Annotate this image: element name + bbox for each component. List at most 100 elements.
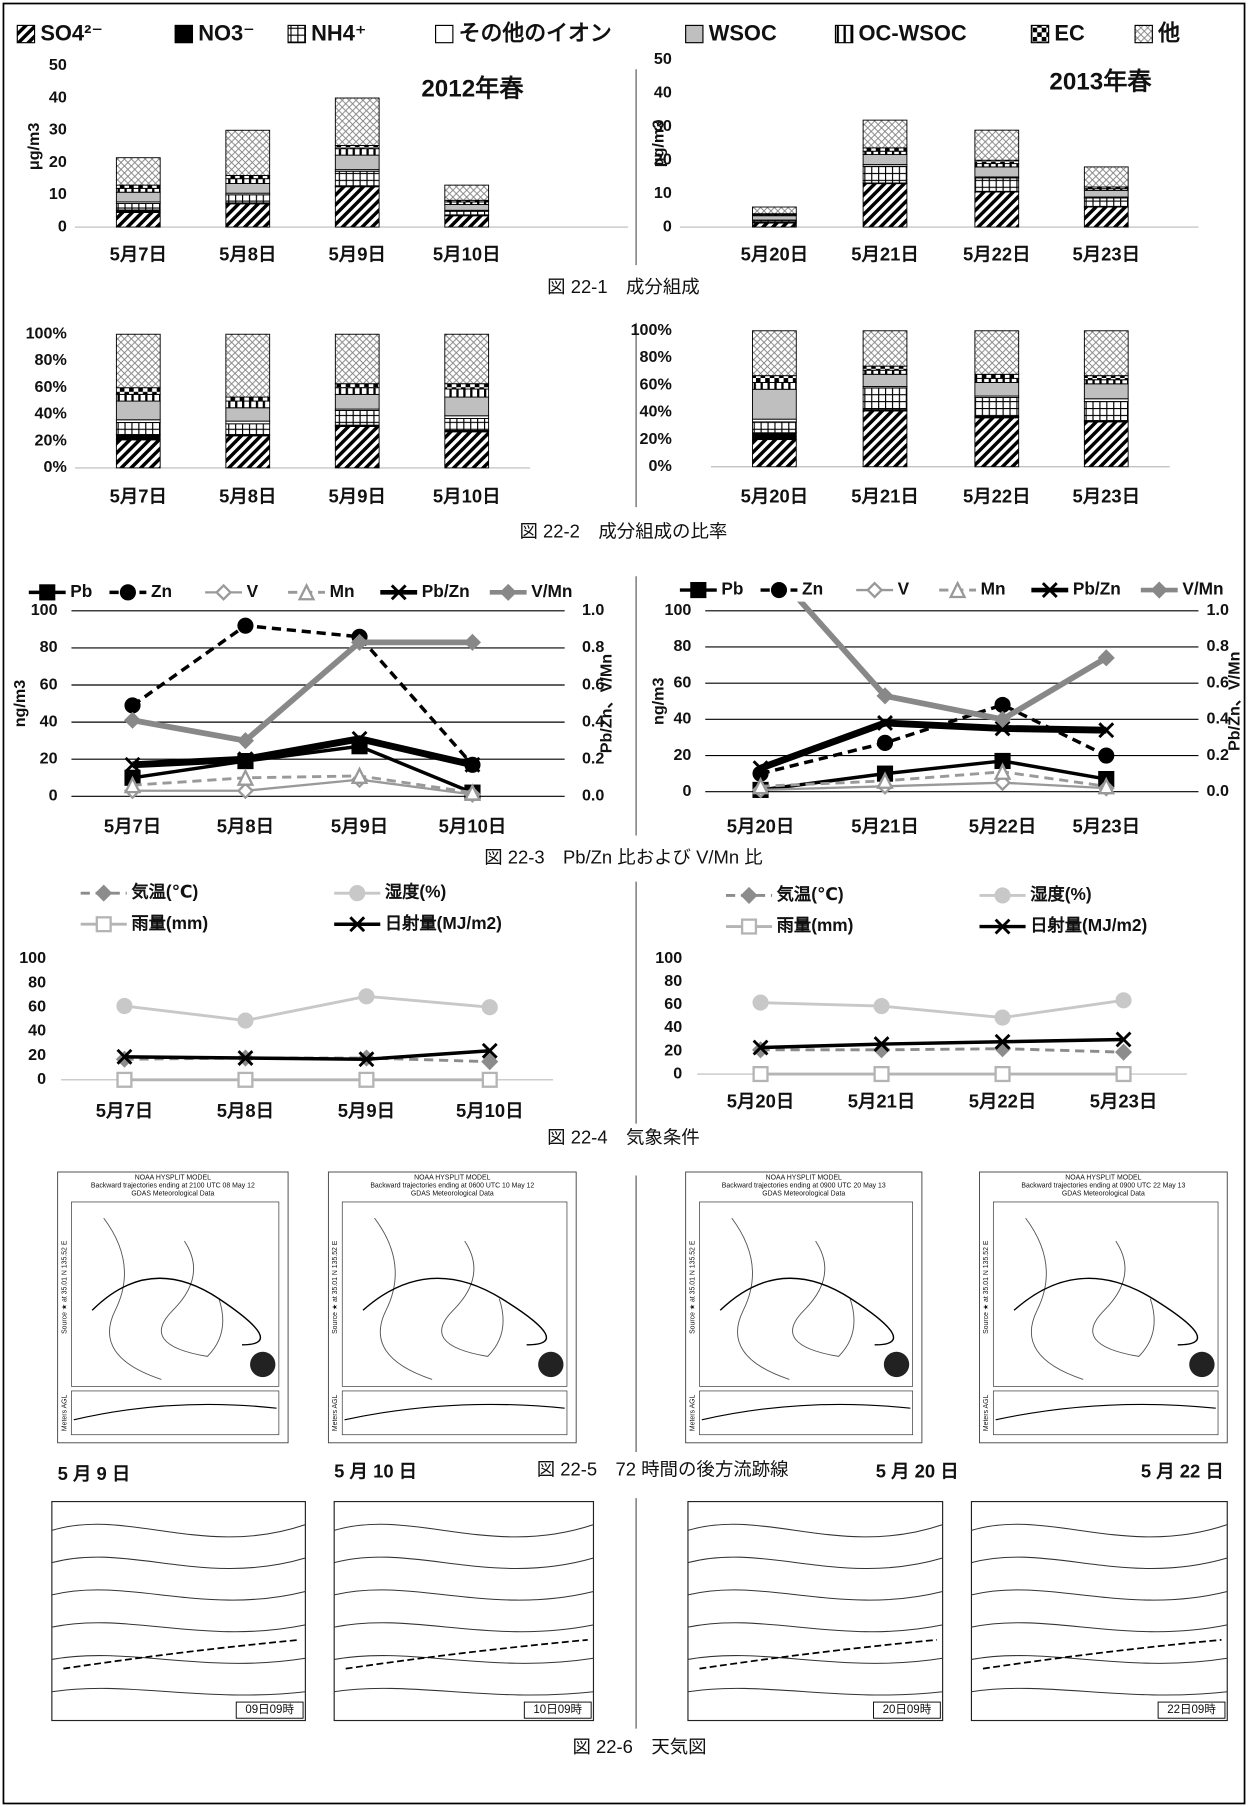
y-tick-label: 0 bbox=[673, 1064, 682, 1082]
bar-segment bbox=[226, 334, 270, 397]
trajectory-panel bbox=[58, 1172, 288, 1443]
bar-segment bbox=[335, 394, 379, 409]
legend-label: 雨量(mm) bbox=[131, 913, 208, 933]
y-tick-label: 40 bbox=[654, 84, 672, 102]
marker bbox=[754, 1043, 768, 1057]
marker bbox=[875, 999, 889, 1013]
marker bbox=[1152, 583, 1166, 597]
bar-segment bbox=[752, 422, 796, 433]
bar-segment bbox=[752, 216, 796, 220]
bar-segment bbox=[116, 440, 160, 468]
bar-segment bbox=[975, 130, 1019, 160]
bar-segment bbox=[116, 188, 160, 192]
y-tick-label: 0 bbox=[49, 787, 58, 805]
bar-segment bbox=[975, 418, 1019, 467]
x-tick-label: 5月10日 bbox=[433, 244, 501, 265]
x-tick-label: 5月10日 bbox=[439, 815, 507, 836]
trajectory-source: Source ★ at 35.01 N 135.52 E bbox=[983, 1240, 990, 1334]
bar-segment bbox=[1084, 384, 1128, 399]
bar-segment bbox=[752, 207, 796, 214]
y-tick-label: 60 bbox=[28, 997, 46, 1015]
marker bbox=[126, 713, 140, 727]
bar-segment bbox=[863, 151, 907, 154]
line bbox=[761, 1000, 1124, 1017]
bar-segment bbox=[752, 440, 796, 467]
y-tick-label: 40 bbox=[49, 88, 67, 106]
marker bbox=[118, 1052, 132, 1066]
bar-segment bbox=[863, 374, 907, 386]
trajectory-title: NOAA HYSPLIT MODEL bbox=[1065, 1175, 1141, 1182]
y-tick-label: 0 bbox=[37, 1070, 46, 1088]
bar-segment bbox=[1084, 376, 1128, 380]
legend-label: その他のイオン bbox=[459, 20, 612, 45]
y-tick-label: 40 bbox=[673, 710, 691, 728]
bar-segment bbox=[1084, 401, 1128, 420]
y-tick-label: 20% bbox=[640, 430, 672, 448]
trajectory-title: GDAS Meteorological Data bbox=[762, 1191, 845, 1198]
plot-area bbox=[126, 619, 480, 802]
marker bbox=[1117, 1045, 1131, 1059]
x-tick-label: 5月10日 bbox=[456, 1100, 524, 1121]
page-body: {"chart_data":[ {"type":"stacked_bar","a… bbox=[0, 0, 1248, 1807]
y2-axis-label: Pb/Zn、V/Mn bbox=[598, 654, 616, 753]
trajectory-panel bbox=[686, 1172, 922, 1443]
y-tick-label: 50 bbox=[49, 56, 67, 74]
marker bbox=[996, 1042, 1010, 1056]
y-tick-label: 10 bbox=[654, 184, 672, 202]
noaa-logo bbox=[884, 1352, 909, 1377]
x-tick-label: 5月23日 bbox=[1072, 486, 1140, 507]
bar-segment bbox=[335, 334, 379, 383]
bar-segment bbox=[1084, 198, 1128, 206]
marker bbox=[118, 999, 132, 1013]
y-tick-label: 40% bbox=[35, 405, 67, 423]
y-tick-label: 40 bbox=[40, 712, 58, 730]
bar-segment bbox=[1084, 380, 1128, 384]
marker bbox=[360, 1073, 374, 1087]
trajectory-title: NOAA HYSPLIT MODEL bbox=[135, 1175, 211, 1182]
y-axis-label: μg/m3 bbox=[649, 120, 667, 168]
bar-segment bbox=[226, 424, 270, 435]
x-tick-label: 5月9日 bbox=[329, 486, 386, 507]
bar-segment bbox=[226, 436, 270, 468]
bar-segment bbox=[335, 145, 379, 148]
marker bbox=[772, 583, 786, 597]
bar-segment bbox=[445, 204, 489, 210]
legend-label: 湿度(%) bbox=[385, 882, 446, 902]
bar-segment bbox=[116, 434, 160, 439]
legend-swatch bbox=[288, 25, 305, 42]
y-tick-label: 100 bbox=[655, 949, 682, 967]
marker bbox=[691, 583, 705, 597]
bar-segment bbox=[445, 384, 489, 389]
trajectory-title: NOAA HYSPLIT MODEL bbox=[766, 1175, 842, 1182]
x-tick-label: 5月20日 bbox=[727, 1091, 795, 1112]
legend-label: Zn bbox=[802, 579, 823, 599]
marker bbox=[742, 920, 756, 934]
panel-date: 5 月 9 日 bbox=[58, 1463, 131, 1484]
line bbox=[761, 705, 1107, 774]
map-stamp: 20日09時 bbox=[883, 1703, 932, 1716]
y2-tick-label: 1.0 bbox=[582, 601, 604, 619]
legend-label: 気温(℃) bbox=[130, 882, 198, 902]
marker bbox=[1117, 993, 1131, 1007]
trajectory-source: Source ★ at 35.01 N 135.52 E bbox=[689, 1240, 696, 1334]
marker bbox=[126, 699, 140, 713]
bar-segment bbox=[226, 408, 270, 421]
bar-segment bbox=[226, 130, 270, 175]
x-tick-label: 5月10日 bbox=[433, 486, 501, 507]
height-axis-label: Meters AGL bbox=[61, 1394, 68, 1431]
x-tick-label: 5月7日 bbox=[104, 815, 161, 836]
bar-segment bbox=[335, 171, 379, 186]
bar-segment bbox=[116, 422, 160, 434]
y-tick-label: 60 bbox=[664, 995, 682, 1013]
y-tick-label: 80 bbox=[664, 972, 682, 990]
bar-segment bbox=[863, 120, 907, 148]
bar-segment bbox=[975, 397, 1019, 416]
bar-segment bbox=[116, 334, 160, 387]
bar-segment bbox=[752, 331, 796, 376]
legend-swatch bbox=[1031, 25, 1048, 42]
noaa-logo bbox=[538, 1352, 563, 1377]
bar-segment bbox=[445, 211, 489, 215]
x-tick-label: 5月20日 bbox=[741, 486, 809, 507]
bar-segment bbox=[445, 216, 489, 227]
bar-segment bbox=[863, 184, 907, 227]
